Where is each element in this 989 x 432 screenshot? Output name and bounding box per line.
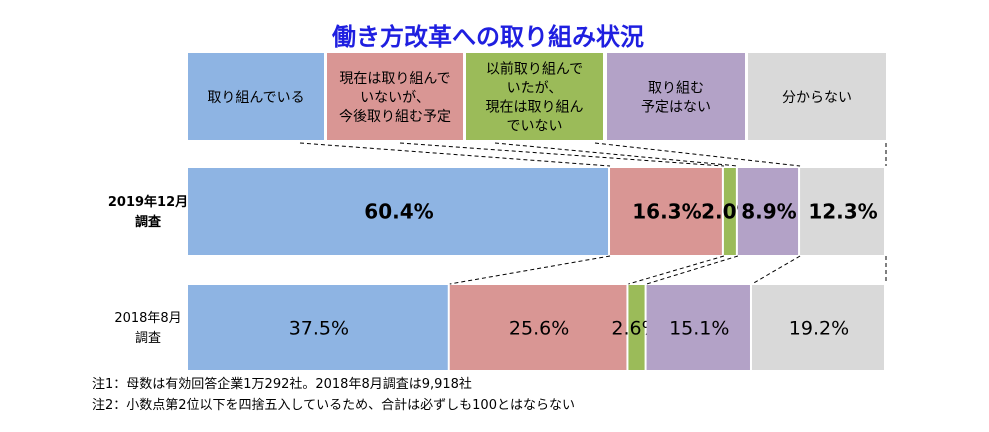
data-label-0-1: 16.3%	[632, 200, 701, 224]
bar-segment-0-2	[723, 168, 736, 255]
data-label-0-0: 60.4%	[364, 200, 433, 224]
connector-line	[399, 142, 724, 167]
bar-segment-1-1	[449, 285, 627, 370]
legend-label-0: 取り組んでいる	[207, 90, 304, 106]
note-2: 注2：小数点第2位以下を四捨五入しているため、合計は必ずしも100とはならない	[92, 397, 575, 413]
legend-label-1: 現在は取り組んでいないが、今後取り組む予定	[339, 71, 451, 125]
connector-line	[449, 255, 611, 285]
data-label-1-4: 19.2%	[789, 317, 849, 339]
connector-line	[594, 142, 801, 167]
category-label-1: 2018年8月調査	[114, 311, 181, 346]
bar-segment-0-1	[610, 168, 722, 255]
data-label-1-1: 25.6%	[509, 317, 569, 339]
data-label-0-4: 12.3%	[808, 200, 877, 224]
data-label-1-0: 37.5%	[289, 317, 349, 339]
bar-segment-0-0	[188, 168, 609, 255]
bar-segment-1-2	[628, 285, 645, 370]
bar-segment-0-4	[800, 168, 884, 255]
data-label-0-3: 8.9%	[741, 200, 796, 224]
data-label-1-3: 15.1%	[669, 317, 729, 339]
note-1: 注1：母数は有効回答企業1万292社。2018年8月調査は9,918社	[92, 376, 472, 392]
connector-line	[494, 142, 738, 167]
bar-segment-1-0	[188, 285, 448, 370]
legend-label-2: 以前取り組んでいたが、現在は取り組んでいない	[486, 60, 584, 134]
connector-line	[751, 255, 801, 285]
bar-segment-0-3	[737, 168, 799, 255]
chart-title: 働き方改革への取り組み状況	[331, 23, 644, 51]
legend-swatch-2	[466, 53, 603, 140]
connector-line	[628, 255, 725, 285]
legend-swatch-4	[748, 53, 886, 140]
legend-swatch-3	[607, 53, 745, 140]
connector-line	[299, 142, 611, 167]
legend-swatch-1	[327, 53, 463, 140]
legend-swatch-0	[188, 53, 324, 140]
bar-segment-1-3	[646, 285, 750, 370]
category-label-0: 2019年12月調査	[108, 194, 188, 230]
legend-label-4: 分からない	[782, 90, 852, 106]
bar-segment-1-4	[751, 285, 884, 370]
connector-line	[646, 255, 739, 285]
legend-label-3: 取り組む予定はない	[641, 80, 711, 115]
